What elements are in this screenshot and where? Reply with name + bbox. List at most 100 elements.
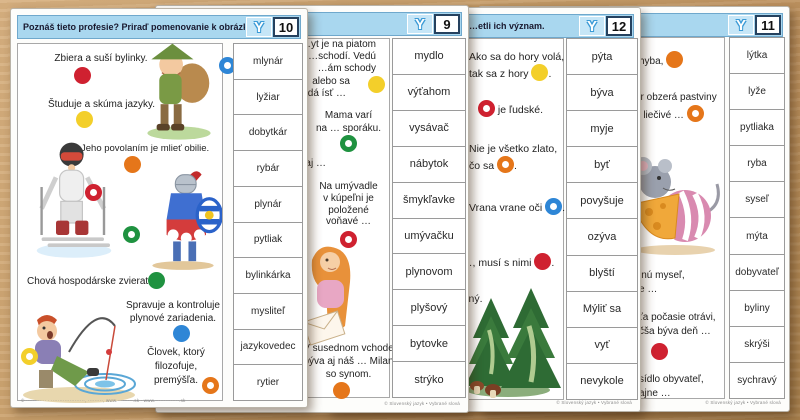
word-cell: rybár bbox=[234, 150, 302, 186]
word-cell: byť bbox=[567, 146, 637, 182]
clue-text: …lnú myseľ, …e … bbox=[629, 270, 685, 295]
word-cell: umývačku bbox=[393, 217, 465, 254]
answer-ring-red bbox=[478, 100, 495, 117]
clue-text: Nie je všetko zlato, čo sa . bbox=[469, 143, 558, 173]
word-cell: ryba bbox=[730, 145, 784, 181]
word-cell: sychravý bbox=[730, 361, 784, 398]
card-number: 12 bbox=[606, 16, 632, 36]
word-cell: Mýliť sa bbox=[567, 290, 637, 327]
answer-dot-green bbox=[148, 272, 165, 289]
word-cell: vysávač bbox=[393, 109, 465, 146]
clue-text: …hyba, bbox=[629, 51, 684, 69]
answer-ring-orange bbox=[497, 156, 515, 173]
logo-y-icon: Y bbox=[407, 14, 433, 34]
clue-text: Ako sa do hory volá, tak sa z hory . bbox=[469, 51, 565, 81]
word-cell: výťahom bbox=[393, 73, 465, 110]
answer-ring-red bbox=[340, 231, 357, 248]
clue-text: Zbiera a suší bylinky. bbox=[54, 53, 148, 64]
word-cell: strýko bbox=[393, 361, 465, 397]
word-cell: býva bbox=[567, 74, 637, 110]
word-cell: plynár bbox=[234, 185, 302, 222]
word-cell: skrýši bbox=[730, 325, 784, 362]
card-footer: © Slovenský jazyk • Vybrané slová bbox=[705, 400, 781, 405]
clue-text: Študuje a skúma jazyky. bbox=[47, 99, 156, 110]
card-header: Poznáš tieto profesie? Priraď pomenovani… bbox=[17, 15, 301, 39]
word-cell: nevykole bbox=[567, 362, 637, 399]
word-cell: nábytok bbox=[393, 145, 465, 182]
answer-ring-orange bbox=[686, 104, 704, 122]
word-cell: plyšový bbox=[393, 289, 465, 325]
answer-ring-orange bbox=[202, 377, 219, 394]
word-cell: ozýva bbox=[567, 218, 637, 254]
word-cell: myje bbox=[567, 110, 637, 146]
answer-ring-blue bbox=[545, 198, 563, 215]
card-number: 10 bbox=[273, 17, 299, 37]
answer-dot-yellow bbox=[76, 111, 93, 128]
fir-trees-illustration bbox=[465, 288, 561, 398]
word-cell: mýta bbox=[730, 217, 784, 253]
word-cell: lyže bbox=[730, 73, 784, 109]
word-cell: povyšuje bbox=[567, 182, 637, 218]
clue-text: …ár obzerá pastviny …á liečivé … bbox=[625, 92, 717, 122]
answer-dot-orange bbox=[333, 382, 350, 399]
word-list: lýtka lyže pytliaka ryba syseľ mýta doby… bbox=[729, 37, 785, 399]
clue-text: Spravuje a kontroluje plynové zariadenia… bbox=[126, 300, 220, 324]
answer-dot-orange bbox=[666, 51, 684, 68]
clue-text: Vrana vrane oči . bbox=[469, 198, 565, 215]
answer-dot-red bbox=[74, 67, 91, 84]
word-cell: byliny bbox=[730, 289, 784, 326]
card-footer: © ············ · ····················, ·… bbox=[21, 398, 186, 403]
word-cell: dobyvateľ bbox=[730, 253, 784, 290]
word-cell: pytliaka bbox=[730, 109, 784, 145]
clue-text: V susednom vchode býva aj náš … Milan so… bbox=[303, 343, 394, 380]
card-footer: © Slovenský jazyk • Vybrané slová bbox=[556, 400, 632, 405]
word-cell: rytier bbox=[234, 364, 302, 400]
logo-y-icon: Y bbox=[728, 15, 754, 35]
word-cell: syseľ bbox=[730, 181, 784, 217]
word-cell: mlynár bbox=[252, 55, 283, 67]
word-list: mlynár lyžiar dobytkár rybár plynár pytl… bbox=[233, 43, 303, 401]
word-cell: šmykľavke bbox=[393, 181, 465, 218]
word-cell: mydlo bbox=[414, 50, 444, 63]
clue-text: …, musí s nimi . bbox=[462, 253, 554, 270]
word-cell: blyští bbox=[567, 254, 637, 291]
word-list: pýta býva myje byť povyšuje ozýva blyští… bbox=[566, 38, 638, 400]
fisherman-illustration bbox=[23, 315, 136, 403]
clue-text: Jeho povolaním je mlieť obilie. bbox=[81, 143, 210, 154]
word-list: mydlo výťahom vysávač nábytok šmykľavke … bbox=[392, 38, 466, 398]
logo-y-icon: Y bbox=[246, 17, 272, 37]
card-10: Poznáš tieto profesie? Priraď pomenovani… bbox=[10, 8, 308, 408]
card-title: Poznáš tieto profesie? Priraď pomenovani… bbox=[23, 22, 245, 32]
word-cell: lýtka bbox=[746, 50, 768, 62]
knight-illustration bbox=[152, 171, 222, 270]
word-cell: bylinkárka bbox=[234, 257, 302, 293]
clue-text: …ťa počasie otrávi, …čša býva deň … bbox=[629, 312, 716, 337]
card-footer: © Slovenský jazyk • Vybrané slová bbox=[384, 401, 460, 406]
girl-with-envelope-illustration bbox=[302, 246, 351, 346]
card-number: 11 bbox=[755, 15, 781, 35]
card-12: …etli ich význam. Y 12 Ako sa do hory vo… bbox=[327, 7, 641, 412]
answer-ring-red bbox=[85, 184, 102, 201]
card-title: …etli ich význam. bbox=[469, 21, 545, 31]
answer-ring-green bbox=[123, 226, 140, 243]
word-cell: plynovom bbox=[393, 253, 465, 289]
answer-dot-yellow bbox=[531, 64, 549, 81]
word-cell: jazykovedec bbox=[234, 328, 302, 365]
skier-illustration bbox=[36, 142, 112, 258]
clue-text: Človek, ktorý filozofuje, premýšľa. bbox=[147, 347, 205, 386]
answer-ring-green bbox=[340, 135, 357, 152]
clue-text: …yt je na piatom …schodí. Vedú …ám schod… bbox=[300, 39, 376, 99]
answer-dot-red bbox=[534, 253, 552, 270]
clue-text: Na umývadle v kúpeľni je položené voňavé… bbox=[319, 181, 378, 228]
word-cell: vyť bbox=[567, 326, 637, 363]
clue-text: Chová hospodárske zvieratá. bbox=[27, 276, 157, 287]
word-cell: lyžiar bbox=[234, 78, 302, 115]
clue-text: Mama varí na … sporáku. bbox=[315, 110, 382, 134]
herbalist-hunter-illustration bbox=[147, 43, 211, 140]
clue-text: …sídlo obyvateľ, …ajne … bbox=[629, 374, 704, 399]
card-number: 9 bbox=[434, 14, 460, 34]
clue-text: je ľudské. bbox=[478, 100, 543, 117]
answer-dot-red bbox=[651, 343, 668, 360]
word-cell: mysliteľ bbox=[234, 292, 302, 329]
word-cell: pýta bbox=[591, 50, 613, 63]
